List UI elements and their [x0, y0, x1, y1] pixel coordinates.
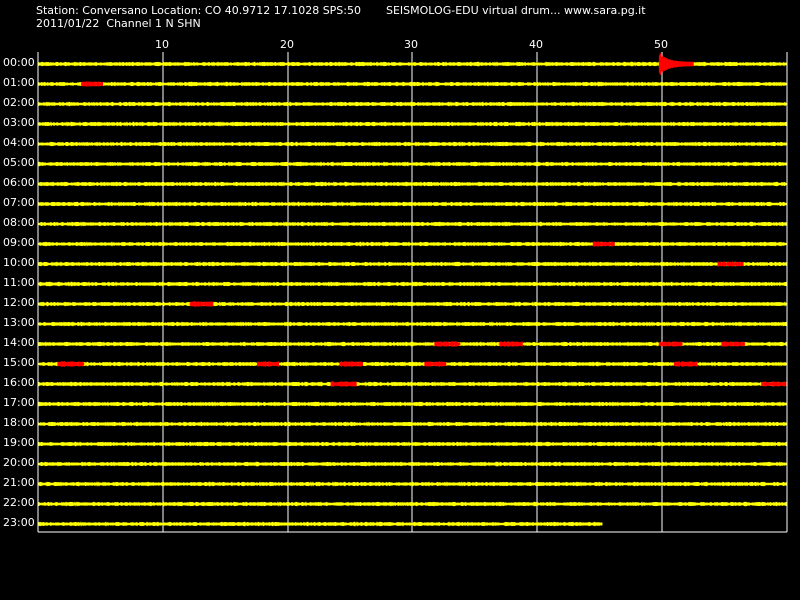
hour-label: 12:00: [3, 296, 35, 309]
trace-line: [38, 141, 787, 147]
site-banner: SEISMOLOG-EDU virtual drum... www.sara.p…: [386, 4, 646, 17]
hour-label: 19:00: [3, 436, 35, 449]
trace-line: [38, 401, 787, 407]
hour-label: 09:00: [3, 236, 35, 249]
hour-label: 03:00: [3, 116, 35, 129]
hour-label: 16:00: [3, 376, 35, 389]
event-marker: [57, 361, 85, 367]
event-marker: [424, 361, 447, 367]
hour-label: 11:00: [3, 276, 35, 289]
hour-label: 07:00: [3, 196, 35, 209]
hour-label: 17:00: [3, 396, 35, 409]
trace-line: [38, 201, 787, 207]
hour-label: 04:00: [3, 136, 35, 149]
trace-line: [38, 421, 787, 427]
hour-label: 14:00: [3, 336, 35, 349]
minute-tick-label: 30: [404, 38, 418, 51]
event-marker: [257, 361, 279, 367]
trace-line: [38, 461, 787, 467]
trace-line: [38, 81, 787, 87]
minute-tick-label: 40: [529, 38, 543, 51]
trace-line: [38, 181, 787, 187]
trace-line: [38, 321, 787, 327]
hour-label: 01:00: [3, 76, 35, 89]
event-marker: [189, 301, 214, 307]
event-marker: [673, 361, 698, 367]
event-marker: [761, 381, 787, 387]
date-channel-info: 2011/01/22 Channel 1 N SHN: [36, 17, 201, 30]
trace-line: [38, 161, 787, 167]
minute-tick-label: 10: [155, 38, 169, 51]
event-marker: [434, 341, 461, 347]
hour-label: 02:00: [3, 96, 35, 109]
event-marker: [717, 261, 744, 267]
trace-line: [38, 281, 787, 287]
event-marker: [499, 341, 523, 347]
trace-line: [38, 361, 787, 367]
trace-line: [38, 501, 787, 507]
event-marker: [330, 381, 357, 387]
trace-line: [38, 261, 787, 267]
hour-label: 15:00: [3, 356, 35, 369]
hour-label: 22:00: [3, 496, 35, 509]
event-marker: [592, 241, 615, 247]
hour-label: 21:00: [3, 476, 35, 489]
hour-label: 05:00: [3, 156, 35, 169]
hour-label: 13:00: [3, 316, 35, 329]
event-marker: [658, 341, 683, 347]
hour-label: 00:00: [3, 56, 35, 69]
hour-label: 08:00: [3, 216, 35, 229]
trace-line: [38, 301, 787, 307]
event-marker: [658, 53, 694, 75]
trace-line: [38, 101, 787, 107]
hour-label: 18:00: [3, 416, 35, 429]
station-info: Station: Conversano Location: CO 40.9712…: [36, 4, 361, 17]
trace-line: [38, 521, 603, 527]
trace-line: [38, 241, 787, 247]
hour-label: 10:00: [3, 256, 35, 269]
trace-line: [38, 221, 787, 227]
hour-label: 20:00: [3, 456, 35, 469]
hour-label: 23:00: [3, 516, 35, 529]
event-marker: [721, 341, 745, 347]
trace-line: [38, 481, 787, 487]
event-marker: [339, 361, 363, 367]
trace-line: [38, 121, 787, 127]
trace-line: [38, 441, 787, 447]
hour-label: 06:00: [3, 176, 35, 189]
trace-line: [38, 381, 787, 387]
minute-tick-label: 50: [654, 38, 668, 51]
minute-tick-label: 20: [280, 38, 294, 51]
event-marker: [81, 81, 104, 87]
